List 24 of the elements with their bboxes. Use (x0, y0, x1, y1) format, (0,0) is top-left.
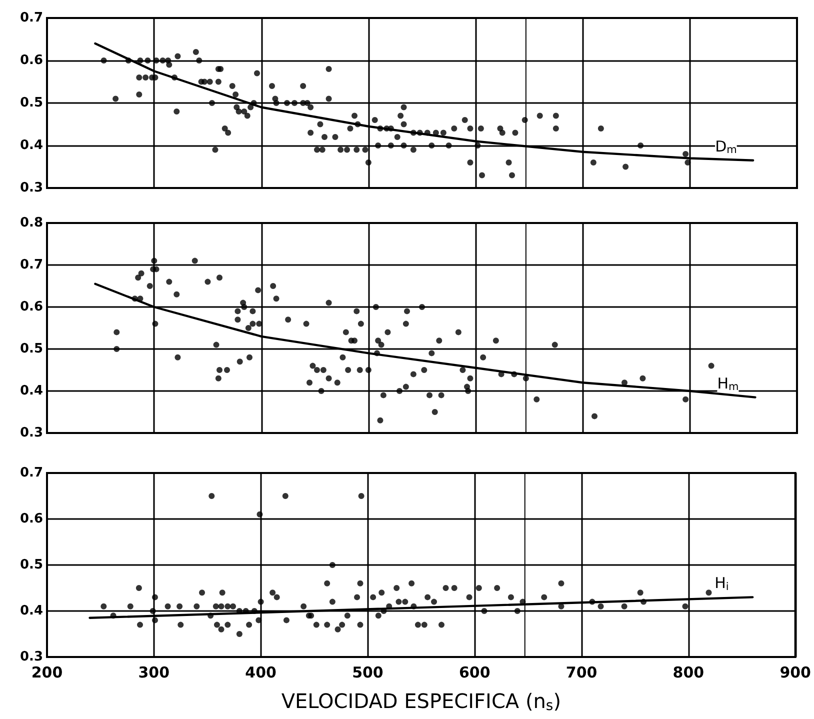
y-tick-label: 0.7 (20, 466, 43, 480)
x-tick-label: 700 (566, 664, 598, 682)
y-tick-label: 0.5 (20, 96, 43, 110)
y-tick-label: 0.7 (20, 10, 43, 26)
x-tick-label: 500 (352, 664, 384, 682)
x-tick-label: 200 (31, 664, 63, 682)
y-tick-label: 0.3 (20, 426, 43, 440)
y-tick-label: 0.6 (20, 512, 43, 526)
y-tick-label: 0.4 (20, 384, 43, 398)
x-tick-label: 400 (245, 664, 276, 682)
y-tick-label: 0.5 (20, 558, 43, 572)
y-tick-label: 0.4 (20, 604, 43, 618)
y-tick-label: 0.3 (20, 180, 43, 196)
x-tick-label: 600 (458, 664, 490, 682)
y-tick-label: 0.8 (20, 216, 43, 230)
y-tick-label: 0.4 (20, 138, 43, 153)
y-tick-label: 0.3 (20, 650, 43, 664)
y-tick-label: 0.7 (20, 258, 43, 272)
y-tick-label: 0.5 (20, 342, 43, 356)
x-tick-label: 300 (138, 664, 170, 682)
y-tick-label: 0.6 (20, 53, 43, 68)
y-tick-label: 0.6 (20, 300, 43, 314)
x-tick-label: 900 (780, 664, 811, 682)
x-tick-label: 800 (672, 664, 704, 682)
